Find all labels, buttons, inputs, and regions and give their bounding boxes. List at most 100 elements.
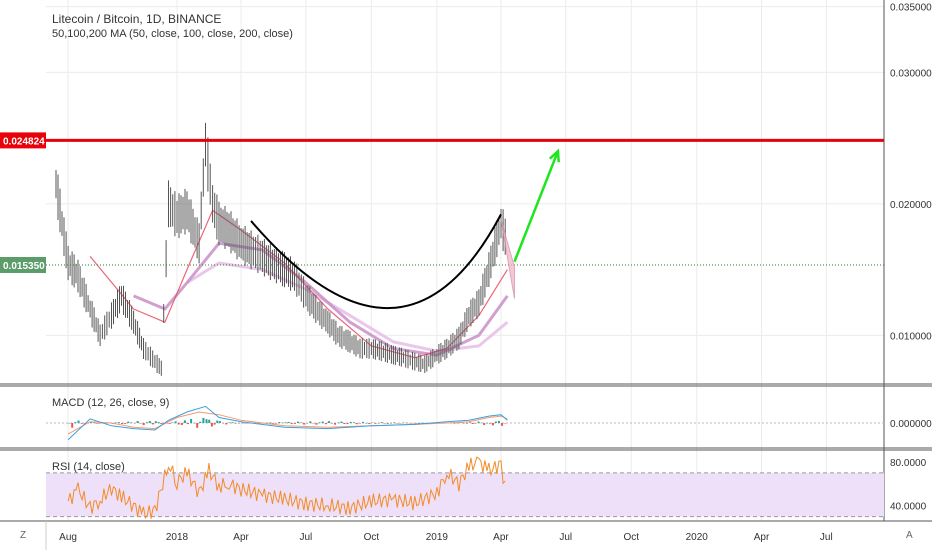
macd-histogram-bar bbox=[199, 421, 202, 423]
macd-histogram-bar bbox=[275, 423, 278, 424]
macd-histogram-bar bbox=[142, 423, 145, 426]
macd-histogram-bar bbox=[99, 423, 102, 424]
macd-histogram-bar bbox=[374, 423, 377, 424]
macd-histogram-bar bbox=[71, 423, 74, 428]
macd-histogram-bar bbox=[80, 423, 83, 424]
macd-histogram-bar bbox=[405, 422, 408, 424]
macd-histogram-bar bbox=[160, 423, 163, 424]
macd-line bbox=[67, 405, 508, 441]
macd-histogram-bar bbox=[256, 422, 259, 424]
macd-histogram-bar bbox=[355, 423, 358, 425]
x-tick-label: Oct bbox=[623, 532, 639, 543]
macd-histogram-bar bbox=[121, 423, 123, 424]
rsi-line bbox=[67, 456, 506, 520]
macd-histogram-bar bbox=[462, 423, 465, 424]
resistance-price-tag bbox=[0, 132, 46, 149]
projection-arrow bbox=[513, 150, 560, 263]
macd-histogram-bar bbox=[365, 423, 368, 424]
macd-histogram-bar bbox=[151, 423, 154, 425]
current-price-label: 0.015350 bbox=[3, 261, 45, 272]
macd-histogram-bar bbox=[480, 422, 483, 424]
rsi-pane[interactable] bbox=[46, 456, 884, 520]
macd-histogram-bar bbox=[386, 423, 389, 424]
macd-histogram-bar bbox=[315, 423, 318, 425]
resistance-price-label: 0.024824 bbox=[3, 136, 45, 147]
macd-histogram-bar bbox=[318, 422, 321, 424]
macd-histogram-bar bbox=[247, 423, 250, 424]
macd-histogram-bar bbox=[334, 423, 337, 425]
macd-histogram-bar bbox=[196, 423, 199, 428]
macd-histogram-bar bbox=[237, 423, 240, 424]
y-axis[interactable]: 0.010000 0.020000 0.030000 0.035000 0.000000… bbox=[890, 3, 932, 513]
macd-histogram-bar bbox=[281, 422, 284, 424]
grid-lines bbox=[46, 0, 884, 521]
macd-histogram-bar bbox=[368, 423, 371, 424]
macd-histogram-bar bbox=[228, 422, 231, 424]
macd-histogram-bar bbox=[130, 422, 133, 423]
macd-histogram-bar bbox=[352, 422, 355, 423]
macd-histogram-bar bbox=[284, 422, 287, 424]
price-pane[interactable] bbox=[46, 122, 884, 376]
macd-histogram-bar bbox=[296, 421, 299, 423]
macd-histogram-bar bbox=[346, 423, 349, 425]
macd-histogram-bar bbox=[133, 423, 136, 424]
macd-histogram-bar bbox=[210, 423, 213, 427]
macd-pane[interactable] bbox=[46, 405, 884, 441]
macd-histogram-bar bbox=[174, 421, 177, 424]
macd-histogram-bar bbox=[231, 422, 234, 424]
macd-histogram-bar bbox=[165, 423, 168, 424]
x-tick-label: Jul bbox=[299, 532, 312, 543]
auto-scale-button[interactable]: A bbox=[906, 530, 913, 541]
macd-histogram-bar bbox=[139, 423, 142, 424]
symbol-title: Litecoin / Bitcoin, 1D, BINANCE bbox=[52, 12, 222, 26]
macd-histogram-bar bbox=[483, 423, 486, 425]
macd-tick-label: 0.000000 bbox=[890, 419, 932, 430]
x-tick-label: 2019 bbox=[426, 532, 449, 543]
macd-histogram-bar bbox=[202, 417, 205, 423]
macd-histogram-bar bbox=[327, 421, 330, 423]
x-axis[interactable]: Aug 2018 Apr Jul Oct 2019 Apr Jul Oct 2020 Apr Jul bbox=[59, 532, 833, 543]
rsi-tick-label: 40.0000 bbox=[890, 502, 927, 513]
macd-histogram-bar bbox=[465, 423, 468, 424]
macd-histogram-bar bbox=[494, 421, 497, 423]
macd-histogram-bar bbox=[408, 423, 411, 424]
macd-histogram-bar bbox=[309, 421, 312, 423]
x-tick-label: Jul bbox=[559, 532, 572, 543]
macd-histogram-bar bbox=[497, 420, 500, 424]
macd-histogram-bar bbox=[362, 421, 365, 424]
y-tick-label: 0.010000 bbox=[890, 331, 932, 342]
macd-histogram-bar bbox=[77, 420, 80, 423]
macd-histogram-bar bbox=[117, 422, 120, 424]
macd-histogram-bar bbox=[213, 423, 216, 425]
macd-histogram-bar bbox=[331, 423, 333, 424]
macd-histogram-bar bbox=[303, 423, 306, 425]
zoom-button[interactable]: Z bbox=[20, 530, 27, 541]
macd-histogram-bar bbox=[349, 421, 352, 423]
macd-histogram-bar bbox=[171, 422, 174, 424]
macd-histogram-bar bbox=[290, 423, 293, 425]
x-tick-label: Jul bbox=[820, 532, 833, 543]
macd-legend: MACD (12, 26, close, 9) bbox=[52, 397, 170, 409]
y-tick-label: 0.030000 bbox=[890, 68, 932, 79]
macd-histogram-bar bbox=[241, 422, 244, 424]
macd-histogram-bar bbox=[278, 422, 281, 424]
macd-histogram-bar bbox=[272, 423, 275, 424]
macd-histogram-bar bbox=[380, 422, 383, 424]
macd-histogram-bar bbox=[183, 420, 186, 423]
macd-histogram-bar bbox=[453, 423, 456, 424]
macd-histogram-bar bbox=[390, 422, 392, 424]
projection-arrowhead bbox=[548, 148, 560, 163]
macd-histogram-bar bbox=[488, 423, 491, 424]
macd-histogram-bar bbox=[145, 422, 148, 423]
macd-histogram-bar bbox=[324, 423, 327, 425]
macd-histogram-bar bbox=[234, 423, 237, 424]
macd-histogram-bar bbox=[337, 422, 340, 424]
macd-histogram-bar bbox=[124, 423, 127, 424]
macd-histogram-bar bbox=[477, 421, 480, 423]
macd-histogram-bar bbox=[383, 423, 386, 424]
ma-legend: 50,100,200 MA (50, close, 100, close, 20… bbox=[52, 28, 293, 40]
macd-histogram-bar bbox=[300, 422, 302, 424]
macd-histogram-bar bbox=[359, 423, 361, 424]
